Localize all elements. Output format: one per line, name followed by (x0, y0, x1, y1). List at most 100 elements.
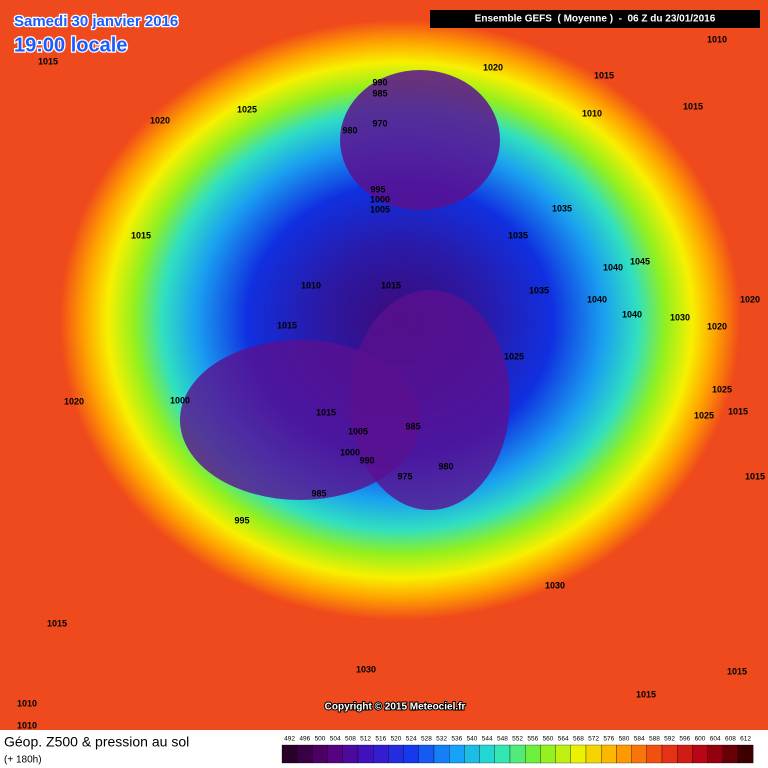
model: Ensemble GEFS ( Moyenne ) - 06 Z du 23/0… (475, 14, 716, 25)
isobar-label: 1025 (237, 104, 257, 114)
isobar-label: 1015 (316, 407, 336, 417)
scale-swatch (555, 744, 571, 764)
scale-swatch (631, 744, 647, 764)
scale-label: 492 (284, 736, 295, 743)
isobar-label: 980 (438, 461, 453, 471)
scale-swatch (479, 744, 495, 764)
footer-lead: (+ 180h) (4, 755, 42, 766)
isobar-label: 1025 (504, 351, 524, 361)
isobar-label: 990 (359, 455, 374, 465)
isobar-label: 1015 (594, 70, 614, 80)
scale-label: 548 (497, 736, 508, 743)
isobar-label: 1015 (131, 230, 151, 240)
isobar-label: 1015 (683, 101, 703, 111)
scale-swatch (525, 744, 541, 764)
scale-label: 504 (330, 736, 341, 743)
isobar-label: 1030 (545, 580, 565, 590)
isobar-label: 1000 (170, 395, 190, 405)
isobar-label: 1025 (694, 410, 714, 420)
scale-label: 560 (543, 736, 554, 743)
scale-swatch (601, 744, 617, 764)
scale-swatch (433, 744, 450, 764)
scale-label: 528 (421, 736, 432, 743)
scale-swatch (692, 744, 708, 764)
scale-swatch (646, 744, 663, 764)
scale-swatch (737, 744, 754, 764)
isobar-label: 975 (397, 471, 412, 481)
isobar-label: 1005 (370, 204, 390, 214)
scale-label: 556 (527, 736, 538, 743)
time: 19:00 locale (14, 34, 127, 56)
scale-label: 512 (360, 736, 371, 743)
scale-label: 592 (664, 736, 675, 743)
scale-swatch (585, 744, 602, 764)
scale-label: 600 (695, 736, 706, 743)
scale-label: 608 (725, 736, 736, 743)
scale-swatch (509, 744, 526, 764)
footer-title: Géop. Z500 & pression au sol (4, 734, 189, 750)
scale-swatch (677, 744, 693, 764)
isobar-label: 970 (372, 118, 387, 128)
scale-label: 612 (740, 736, 751, 743)
isobar-label: 1015 (728, 406, 748, 416)
scale-swatch (297, 744, 313, 764)
scale-label: 572 (588, 736, 599, 743)
scale-label: 496 (299, 736, 310, 743)
scale-swatch (540, 744, 556, 764)
isobar-label: 1035 (529, 285, 549, 295)
isobar-label: 995 (234, 515, 249, 525)
isobar-label: 1040 (603, 262, 623, 272)
scale-label: 536 (451, 736, 462, 743)
isobar-label: 1010 (17, 720, 37, 730)
isobar-label: 1015 (277, 320, 297, 330)
isobar-label: 1010 (301, 280, 321, 290)
isobar-label: 1010 (17, 698, 37, 708)
scale-label: 552 (512, 736, 523, 743)
scale-swatch (342, 744, 359, 764)
isobar-label: 1035 (552, 203, 572, 213)
low-area (350, 290, 510, 510)
model-box (430, 10, 760, 28)
isobar-label: 1015 (727, 666, 747, 676)
isobar-label: 1015 (38, 56, 58, 66)
isobar-label: 1045 (630, 256, 650, 266)
scale-label: 524 (406, 736, 417, 743)
isobar-label: 1015 (381, 280, 401, 290)
scale-swatch (570, 744, 587, 764)
isobar-label: 1010 (707, 34, 727, 44)
scale-swatch (281, 744, 298, 764)
scale-swatch (707, 744, 723, 764)
scale-label: 508 (345, 736, 356, 743)
scale-swatch (357, 744, 374, 764)
scale-label: 584 (634, 736, 645, 743)
isobar-label: 1015 (636, 689, 656, 699)
scale-swatch (388, 744, 404, 764)
scale-label: 532 (436, 736, 447, 743)
scale-label: 500 (315, 736, 326, 743)
scale-label: 596 (679, 736, 690, 743)
date: Samedi 30 janvier 2016 (14, 13, 178, 30)
scale-swatch (312, 744, 328, 764)
scale-label: 520 (391, 736, 402, 743)
isobar-label: 1030 (356, 664, 376, 674)
isobar-label: 1020 (64, 396, 84, 406)
scale-swatch (661, 744, 678, 764)
scale-label: 588 (649, 736, 660, 743)
scale-label: 516 (375, 736, 386, 743)
isobar-label: 1030 (670, 312, 690, 322)
isobar-label: 980 (342, 125, 357, 135)
scale-swatch (722, 744, 739, 764)
isobar-label: 1020 (740, 294, 760, 304)
scale-label: 540 (467, 736, 478, 743)
scale-swatch (373, 744, 389, 764)
isobar-label: 1025 (712, 384, 732, 394)
isobar-label: 990 (372, 77, 387, 87)
scale-label: 604 (710, 736, 721, 743)
scale-swatch (494, 744, 511, 764)
scale-swatch (418, 744, 435, 764)
isobar-label: 1020 (707, 321, 727, 331)
isobar-label: 985 (405, 421, 420, 431)
scale-swatch (616, 744, 632, 764)
isobar-label: 1000 (340, 447, 360, 457)
